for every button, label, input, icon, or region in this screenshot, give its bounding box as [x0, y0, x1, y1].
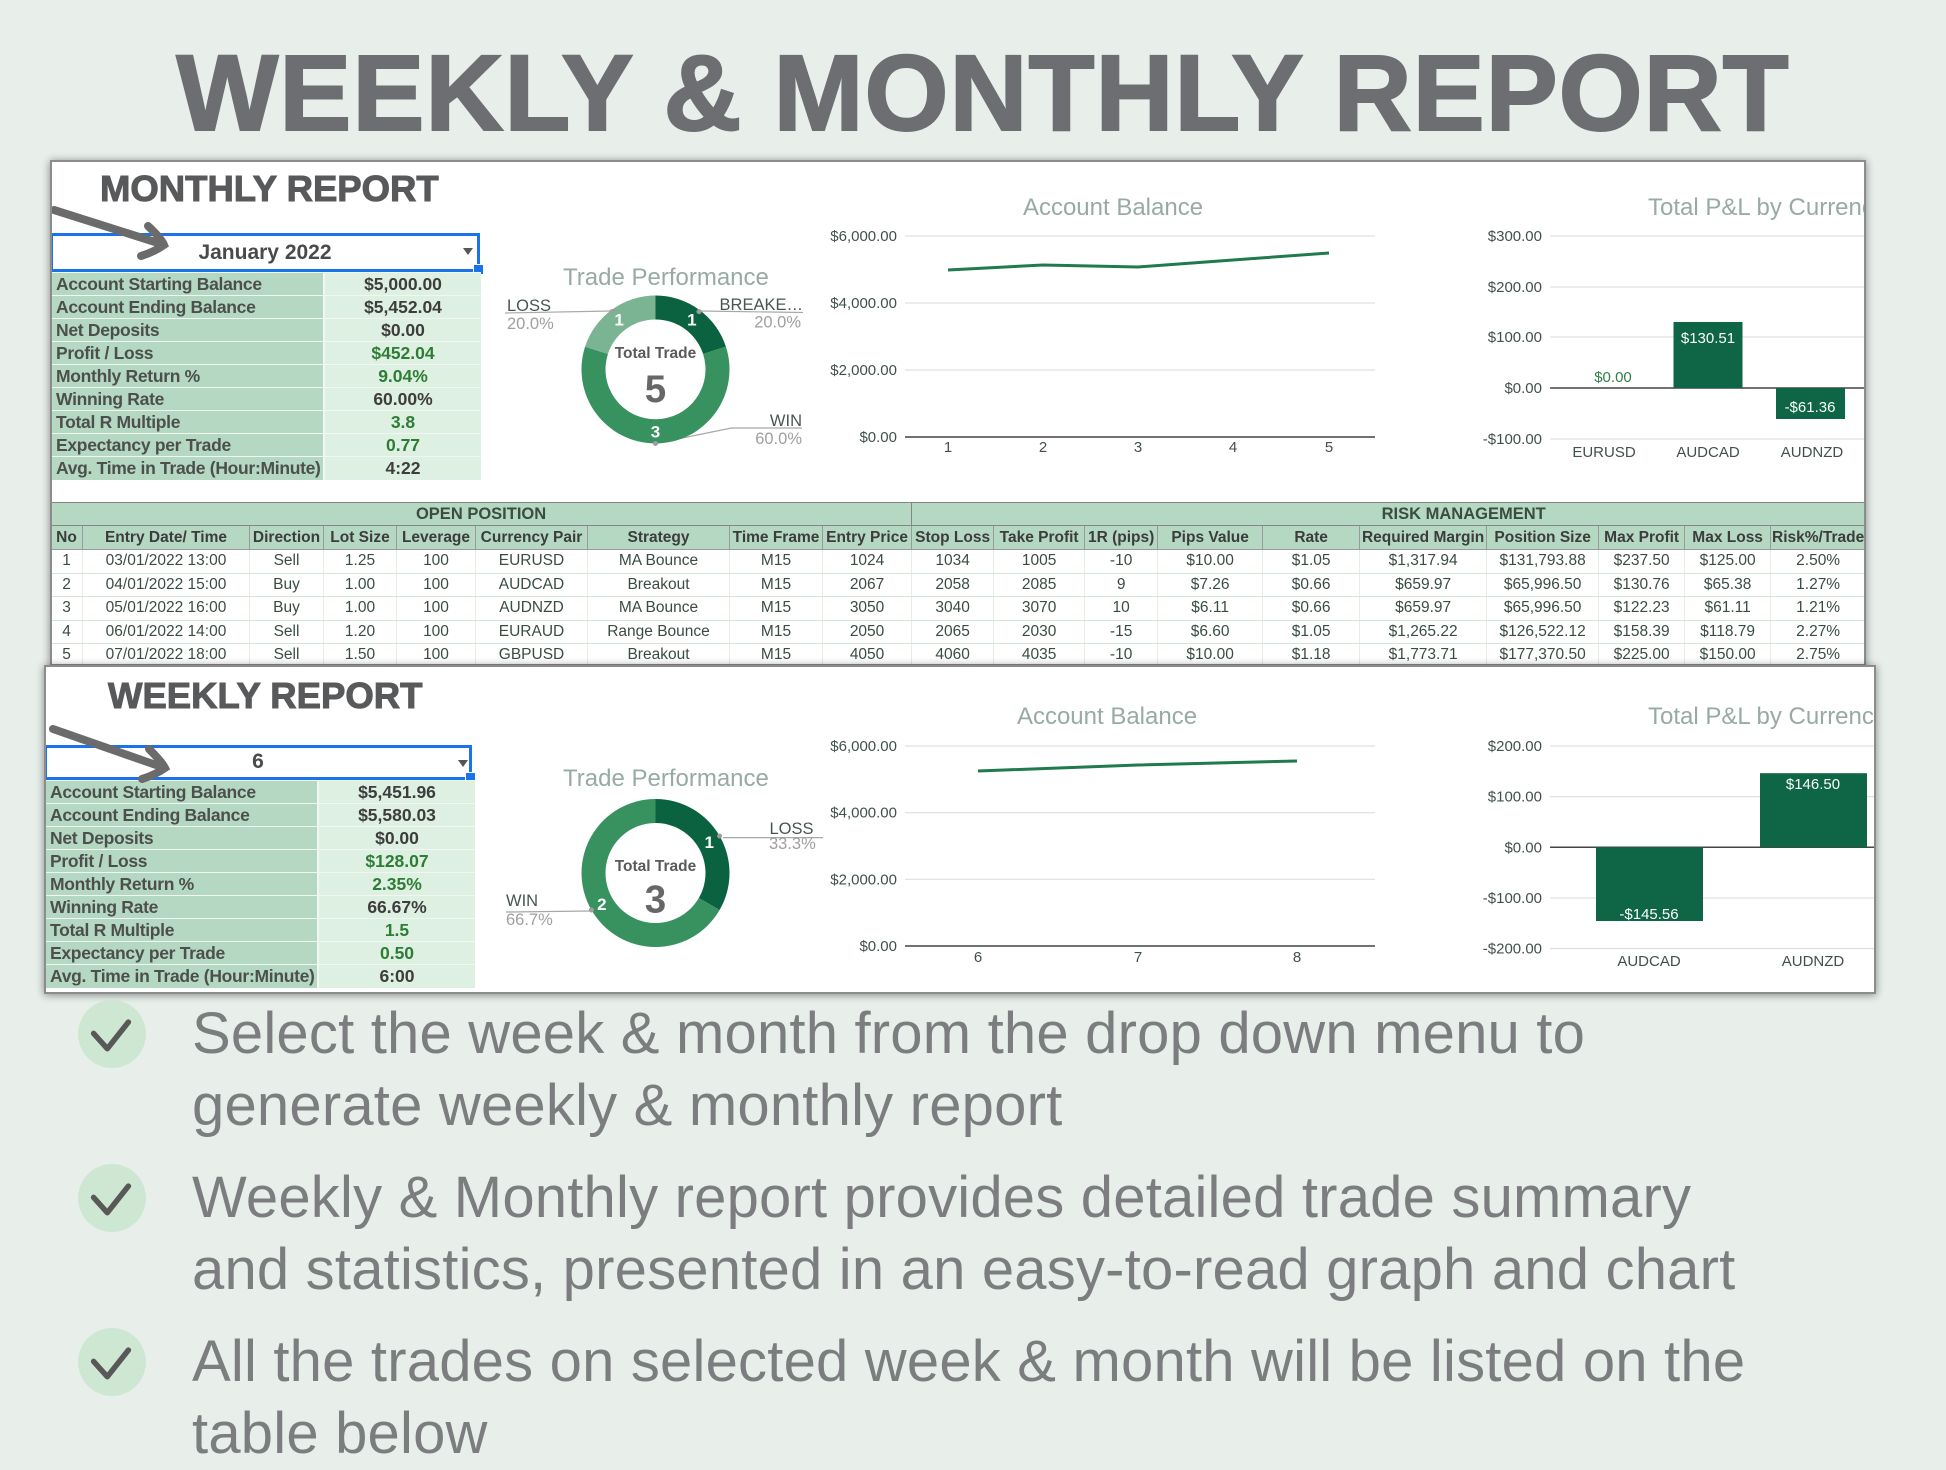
- svg-text:$6,000.00: $6,000.00: [830, 228, 897, 245]
- svg-text:AUDCAD: AUDCAD: [1676, 444, 1740, 461]
- svg-text:1: 1: [944, 439, 952, 456]
- svg-text:$146.50: $146.50: [1786, 776, 1840, 793]
- svg-text:$6,000.00: $6,000.00: [830, 738, 897, 755]
- svg-text:-$200.00: -$200.00: [1483, 941, 1542, 958]
- svg-text:3: 3: [651, 423, 660, 442]
- svg-text:3: 3: [1134, 439, 1142, 456]
- svg-text:$200.00: $200.00: [1488, 738, 1542, 755]
- svg-text:$0.00: $0.00: [1504, 839, 1542, 856]
- svg-text:$0.00: $0.00: [1504, 380, 1542, 397]
- svg-text:Total Trade: Total Trade: [615, 345, 697, 362]
- svg-text:33.3%: 33.3%: [769, 835, 816, 853]
- svg-text:20.0%: 20.0%: [754, 314, 801, 332]
- svg-text:-$145.56: -$145.56: [1619, 906, 1678, 923]
- svg-text:2: 2: [1039, 439, 1047, 456]
- svg-text:8: 8: [1293, 949, 1301, 966]
- svg-text:$4,000.00: $4,000.00: [830, 295, 897, 312]
- svg-text:AUDNZD: AUDNZD: [1781, 444, 1844, 461]
- svg-text:$100.00: $100.00: [1488, 789, 1542, 806]
- svg-text:Total Trade: Total Trade: [615, 858, 697, 875]
- svg-text:$130.51: $130.51: [1681, 330, 1735, 347]
- svg-text:EURUSD: EURUSD: [1572, 444, 1636, 461]
- svg-text:1: 1: [614, 310, 623, 329]
- svg-text:Account Balance: Account Balance: [1023, 194, 1203, 221]
- svg-text:Total P&L by Currency: Total P&L by Currency: [1648, 703, 1876, 730]
- svg-text:-$100.00: -$100.00: [1483, 431, 1542, 448]
- svg-text:WIN: WIN: [506, 892, 538, 910]
- svg-text:$0.00: $0.00: [1594, 369, 1632, 386]
- svg-text:-$100.00: -$100.00: [1483, 890, 1542, 907]
- svg-text:LOSS: LOSS: [770, 820, 814, 838]
- svg-text:$0.00: $0.00: [859, 429, 897, 446]
- svg-text:5: 5: [1325, 439, 1333, 456]
- svg-text:WIN: WIN: [770, 412, 802, 430]
- svg-text:4: 4: [1229, 439, 1237, 456]
- svg-text:-$61.36: -$61.36: [1785, 399, 1836, 416]
- svg-text:66.7%: 66.7%: [506, 911, 553, 929]
- svg-text:BREAKE…: BREAKE…: [720, 296, 803, 314]
- svg-text:1: 1: [687, 310, 696, 329]
- svg-text:7: 7: [1134, 949, 1142, 966]
- svg-text:1: 1: [704, 833, 713, 852]
- svg-text:5: 5: [645, 368, 666, 411]
- svg-text:6: 6: [974, 949, 982, 966]
- svg-text:AUDCAD: AUDCAD: [1617, 953, 1681, 970]
- svg-text:$2,000.00: $2,000.00: [830, 871, 897, 888]
- svg-text:Account Balance: Account Balance: [1017, 703, 1197, 730]
- svg-text:3: 3: [645, 879, 666, 922]
- svg-text:$4,000.00: $4,000.00: [830, 805, 897, 822]
- svg-text:$200.00: $200.00: [1488, 279, 1542, 296]
- svg-text:$0.00: $0.00: [859, 938, 897, 955]
- svg-text:$100.00: $100.00: [1488, 329, 1542, 346]
- svg-text:Total P&L by Currency: Total P&L by Currency: [1648, 194, 1866, 221]
- svg-text:LOSS: LOSS: [507, 297, 551, 315]
- svg-text:$2,000.00: $2,000.00: [830, 362, 897, 379]
- svg-text:AUDNZD: AUDNZD: [1782, 953, 1845, 970]
- svg-text:$300.00: $300.00: [1488, 228, 1542, 245]
- svg-text:60.0%: 60.0%: [755, 430, 802, 448]
- svg-text:2: 2: [597, 895, 606, 914]
- svg-text:20.0%: 20.0%: [507, 315, 554, 333]
